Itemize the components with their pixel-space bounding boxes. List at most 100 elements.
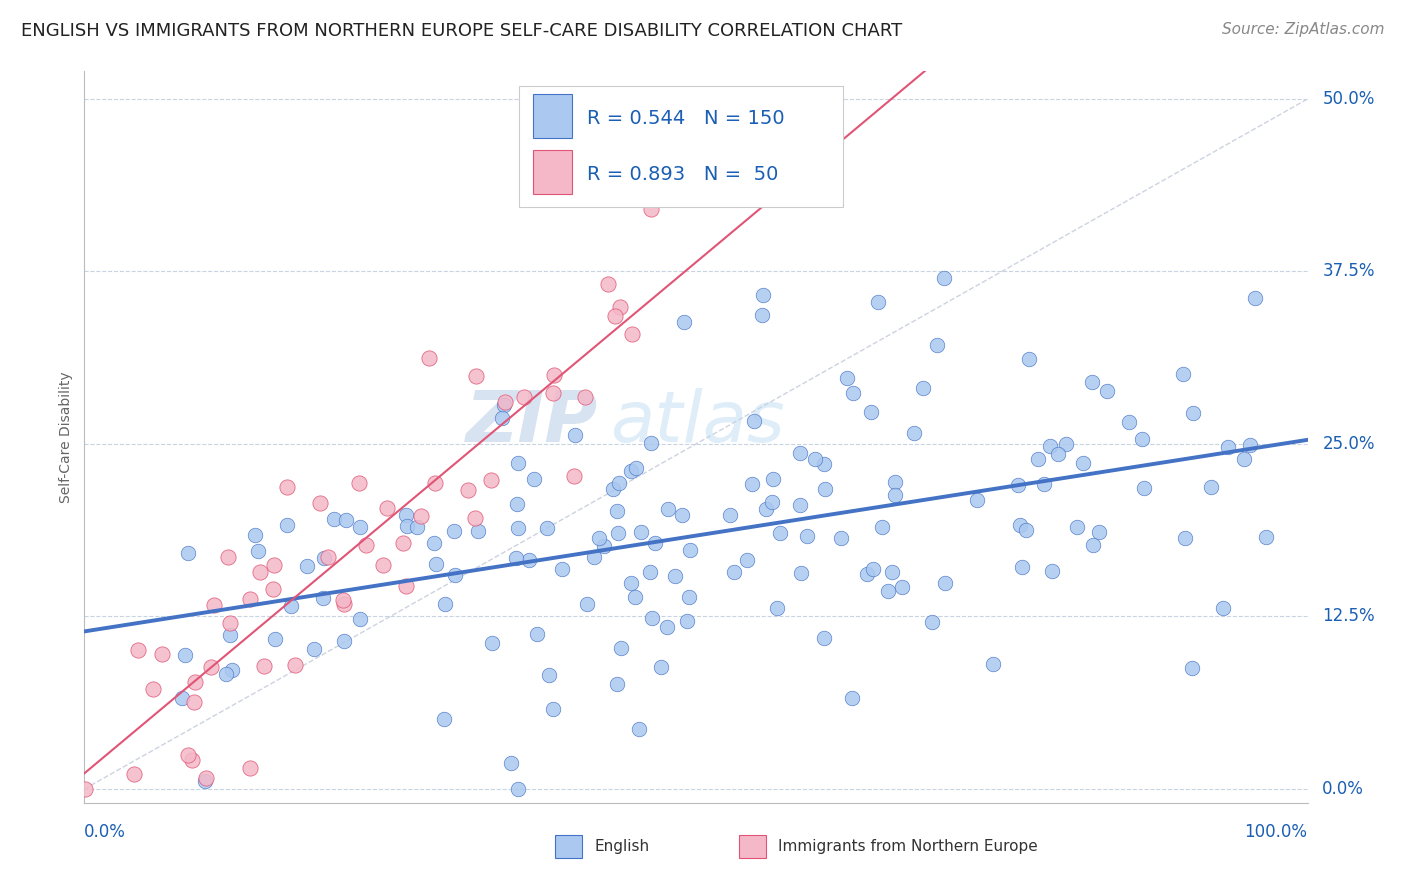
Point [1026, 452, 1049, 467]
Text: R = 0.544   N = 150: R = 0.544 N = 150 [588, 109, 785, 128]
Text: 50.0%: 50.0% [1322, 90, 1375, 108]
Point [457, 483, 479, 497]
Point [1039, 439, 1062, 453]
Point [723, 565, 745, 579]
Point [742, 414, 765, 428]
Point [200, 660, 222, 674]
Point [1199, 480, 1222, 494]
Point [423, 475, 446, 490]
Point [508, 782, 530, 797]
Point [790, 566, 813, 580]
Point [1054, 436, 1077, 450]
Point [1218, 440, 1240, 454]
Point [543, 386, 565, 401]
Text: Source: ZipAtlas.com: Source: ZipAtlas.com [1222, 22, 1385, 37]
Point [195, 771, 218, 785]
Point [1015, 523, 1038, 537]
Text: ZIP: ZIP [465, 388, 598, 457]
Point [1244, 291, 1267, 305]
Point [830, 531, 852, 545]
Point [841, 386, 863, 401]
Point [375, 501, 398, 516]
Point [218, 616, 240, 631]
Point [1181, 406, 1204, 420]
Point [679, 543, 702, 558]
Point [280, 599, 302, 614]
Point [506, 497, 529, 511]
Point [1046, 447, 1069, 461]
Point [323, 511, 346, 525]
Point [464, 510, 486, 524]
Point [184, 675, 207, 690]
Point [911, 381, 934, 395]
Point [606, 504, 628, 518]
Bar [533, 150, 572, 194]
Text: 37.5%: 37.5% [1322, 262, 1375, 280]
Point [609, 640, 631, 655]
Point [1095, 384, 1118, 399]
Point [592, 539, 614, 553]
Point [239, 760, 262, 774]
Point [481, 635, 503, 649]
Point [247, 544, 270, 558]
Point [262, 582, 284, 596]
Point [371, 558, 394, 572]
Point [349, 476, 371, 491]
Point [576, 597, 599, 611]
Point [418, 351, 440, 365]
Point [538, 667, 561, 681]
Point [221, 663, 243, 677]
Point [177, 747, 200, 762]
Point [349, 612, 371, 626]
Point [789, 498, 811, 512]
Point [1254, 530, 1277, 544]
Point [860, 405, 883, 419]
Point [253, 659, 276, 673]
Point [1042, 564, 1064, 578]
Point [671, 508, 693, 523]
Point [620, 326, 643, 341]
Point [588, 531, 610, 545]
Point [219, 628, 242, 642]
Point [1130, 432, 1153, 446]
Point [1008, 517, 1031, 532]
Point [1212, 600, 1234, 615]
Point [607, 526, 630, 541]
Point [217, 550, 239, 565]
Point [814, 482, 837, 496]
Point [523, 472, 546, 486]
Point [883, 475, 905, 489]
Point [276, 518, 298, 533]
Point [411, 508, 433, 523]
Point [332, 593, 354, 607]
Point [1174, 531, 1197, 545]
Point [332, 634, 354, 648]
Point [607, 475, 630, 490]
Point [966, 493, 988, 508]
Point [672, 314, 695, 328]
Point [813, 631, 835, 645]
Point [243, 528, 266, 542]
Point [862, 562, 884, 576]
Point [1018, 352, 1040, 367]
Point [813, 457, 835, 471]
Point [638, 565, 661, 579]
Point [394, 578, 416, 592]
Point [562, 468, 585, 483]
Point [884, 488, 907, 502]
Point [623, 590, 645, 604]
Point [582, 549, 605, 564]
Point [657, 501, 679, 516]
Point [761, 494, 783, 508]
Point [1132, 482, 1154, 496]
Point [866, 295, 889, 310]
Point [841, 690, 863, 705]
Point [628, 722, 651, 736]
Point [508, 521, 530, 535]
Point [641, 611, 664, 625]
Point [122, 767, 145, 781]
Point [333, 597, 356, 611]
Point [264, 632, 287, 646]
Point [574, 390, 596, 404]
Point [492, 398, 515, 412]
